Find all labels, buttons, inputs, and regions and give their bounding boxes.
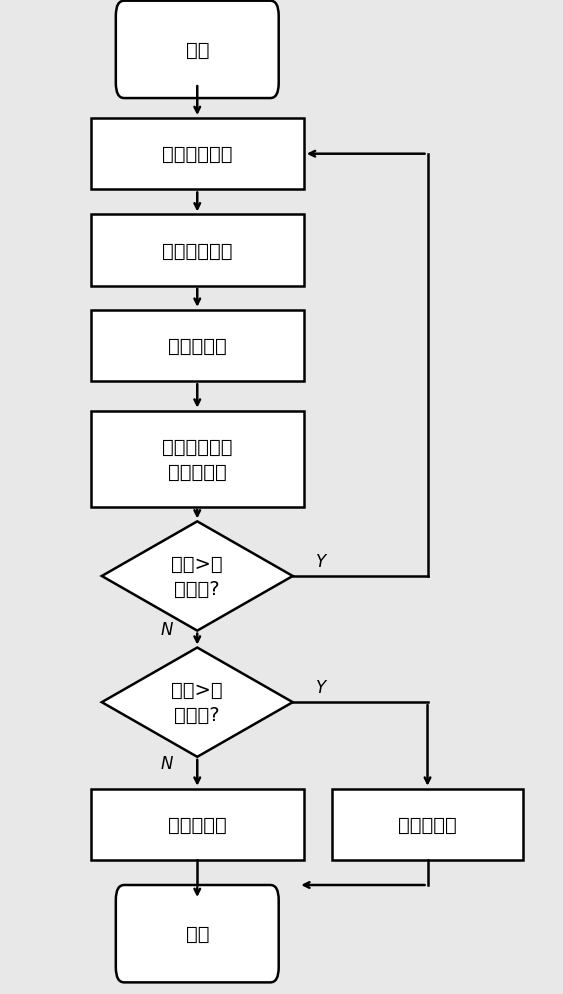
Text: Y: Y — [316, 679, 326, 697]
Text: 速度>第
二阈值?: 速度>第 二阈值? — [172, 681, 223, 725]
Bar — [91, 215, 304, 286]
Text: 读取设置参数: 读取设置参数 — [162, 242, 233, 260]
Text: N: N — [160, 620, 172, 638]
Text: 结束: 结束 — [185, 924, 209, 943]
Bar — [91, 119, 304, 190]
Bar — [332, 789, 523, 860]
Polygon shape — [102, 648, 293, 757]
Text: 超声波接收信
号分析计算: 超声波接收信 号分析计算 — [162, 437, 233, 481]
Text: N: N — [160, 754, 172, 772]
Polygon shape — [102, 522, 293, 631]
Text: 超声波发射: 超声波发射 — [168, 337, 227, 356]
Bar — [91, 789, 304, 860]
Text: 距离>第
一阈值?: 距离>第 一阈值? — [172, 555, 223, 598]
Text: 报警方式一: 报警方式一 — [398, 815, 457, 834]
Bar — [91, 412, 304, 507]
FancyBboxPatch shape — [116, 885, 279, 982]
Text: 初始化单片机: 初始化单片机 — [162, 145, 233, 164]
FancyBboxPatch shape — [116, 2, 279, 99]
Bar — [91, 310, 304, 382]
Text: 报警方式二: 报警方式二 — [168, 815, 227, 834]
Text: Y: Y — [316, 553, 326, 571]
Text: 开始: 开始 — [185, 41, 209, 60]
